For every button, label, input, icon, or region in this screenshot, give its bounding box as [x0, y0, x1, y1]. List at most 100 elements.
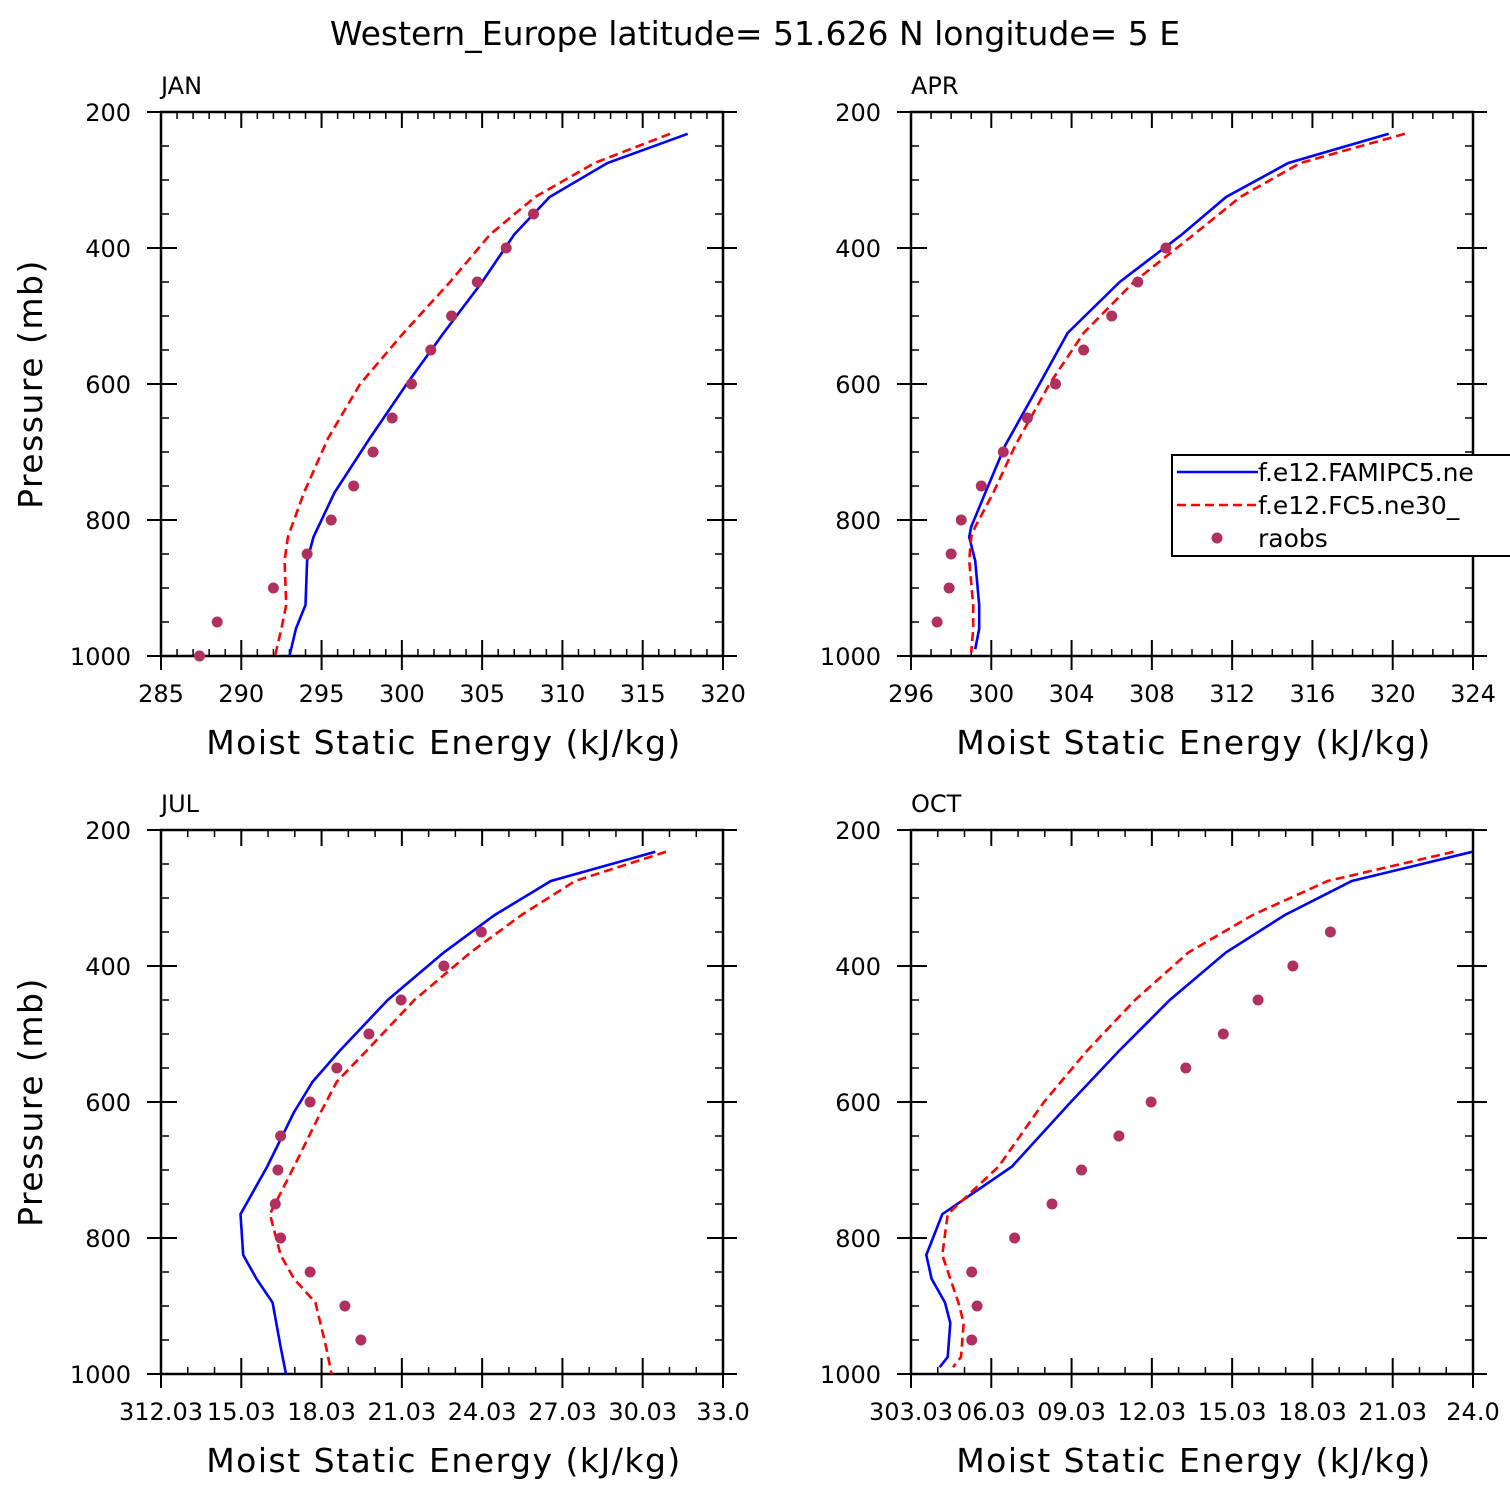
x-tick-label: 12.03 — [1117, 1398, 1186, 1426]
plot-frame — [909, 828, 1475, 1376]
raobs-point — [363, 1028, 375, 1040]
raobs-point — [304, 1096, 316, 1108]
raobs-point — [945, 548, 957, 560]
panel-label: APR — [911, 72, 959, 100]
x-axis-label: Moist Static Energy (kJ/kg) — [206, 723, 682, 762]
raobs-points — [269, 926, 487, 1346]
raobs-point — [966, 1334, 978, 1346]
raobs-point — [1078, 344, 1090, 356]
raobs-point — [1145, 1096, 1157, 1108]
x-axis-label: Moist Static Energy (kJ/kg) — [206, 1441, 682, 1480]
y-tick-label: 800 — [835, 1225, 881, 1253]
raobs-point — [325, 514, 337, 526]
raobs-point — [971, 1300, 983, 1312]
series-line-famipc5 — [967, 132, 1390, 650]
raobs-point — [528, 208, 539, 220]
raobs-point — [275, 1232, 287, 1244]
panel-jul: JUL 312.03 15.03 18.03 21.03 24.03 27.03 30.03 3… — [11, 790, 750, 1480]
raobs-point — [943, 582, 955, 594]
raobs-point — [1180, 1062, 1192, 1074]
x-tick-label: 09.03 — [1037, 1398, 1106, 1426]
raobs-point — [997, 446, 1009, 458]
raobs-point — [211, 616, 223, 628]
panel-label: OCT — [911, 790, 962, 818]
x-tick-label: 312.03 — [119, 1398, 203, 1426]
raobs-point — [267, 582, 279, 594]
series-line-fc5 — [268, 850, 667, 1375]
raobs-point — [1160, 242, 1172, 254]
x-tick-label: 320 — [1370, 680, 1416, 708]
x-tick-label: 316 — [1290, 680, 1336, 708]
x-tick-label: 304 — [1049, 680, 1095, 708]
x-tick-label: 33.0 — [696, 1398, 749, 1426]
x-tick-label: 18.03 — [1278, 1398, 1347, 1426]
x-tick-label: 21.03 — [1358, 1398, 1427, 1426]
raobs-points — [931, 242, 1172, 628]
x-tick-label: 06.03 — [957, 1398, 1026, 1426]
raobs-point — [395, 994, 407, 1006]
x-tick-label: 15.03 — [207, 1398, 276, 1426]
raobs-point — [348, 480, 360, 492]
y-tick-label: 200 — [835, 99, 881, 127]
legend-label: f.e12.FC5.ne30_ — [1258, 491, 1460, 520]
raobs-point — [194, 650, 205, 662]
x-tick-label: 312 — [1209, 680, 1255, 708]
raobs-point — [1046, 1198, 1058, 1210]
y-tick-label: 800 — [85, 1225, 131, 1253]
series-line-fc5 — [273, 132, 671, 657]
x-tick-label: 18.03 — [287, 1398, 356, 1426]
x-tick-label: 324 — [1450, 680, 1496, 708]
y-tick-label: 400 — [85, 235, 131, 263]
raobs-point — [386, 412, 398, 424]
y-tick-label: 600 — [85, 371, 131, 399]
raobs-point — [1132, 276, 1144, 288]
raobs-point — [955, 514, 967, 526]
y-tick-label: 1000 — [820, 643, 881, 671]
raobs-point — [1217, 1028, 1229, 1040]
y-tick-label: 600 — [85, 1089, 131, 1117]
x-tick-label: 315 — [620, 680, 666, 708]
tick-marks — [147, 111, 737, 670]
x-tick-label: 24.03 — [448, 1398, 517, 1426]
raobs-point — [1252, 994, 1264, 1006]
raobs-point — [1076, 1164, 1087, 1176]
panel-label: JUL — [159, 790, 200, 818]
legend-label: raobs — [1258, 524, 1328, 553]
raobs-point — [367, 446, 379, 458]
y-tick-label: 200 — [835, 817, 881, 845]
tick-marks — [147, 829, 737, 1388]
raobs-point — [1021, 412, 1033, 424]
y-tick-label: 800 — [85, 507, 131, 535]
series-line-fc5 — [967, 132, 1406, 653]
x-tick-label: 30.03 — [608, 1398, 677, 1426]
x-tick-label: 285 — [138, 680, 184, 708]
raobs-point — [438, 960, 450, 972]
raobs-point — [966, 1266, 978, 1278]
panel-apr: APR 296 300 304 308 312 316 320 324 200 400 600 800 1… — [820, 72, 1496, 762]
y-tick-label: 200 — [85, 817, 131, 845]
raobs-point — [272, 1164, 284, 1176]
x-tick-label: 308 — [1129, 680, 1175, 708]
raobs-point — [475, 926, 487, 938]
panel-label: JAN — [159, 72, 202, 100]
x-tick-label: 300 — [968, 680, 1014, 708]
y-tick-label: 600 — [835, 1089, 881, 1117]
y-axis-label: Pressure (mb) — [11, 259, 50, 509]
plot-frame — [909, 110, 1475, 658]
y-tick-label: 400 — [85, 953, 131, 981]
y-tick-label: 600 — [835, 371, 881, 399]
raobs-points — [194, 208, 539, 662]
x-axis-label: Moist Static Energy (kJ/kg) — [956, 1441, 1432, 1480]
y-tick-label: 400 — [835, 953, 881, 981]
raobs-point — [304, 1266, 316, 1278]
raobs-point — [355, 1334, 367, 1346]
x-tick-label: 21.03 — [367, 1398, 436, 1426]
raobs-point — [1324, 926, 1336, 938]
panel-oct: OCT 303.03 06.03 09.03 12.03 15.03 18.03 21.03 2… — [820, 790, 1500, 1480]
legend-label: f.e12.FAMIPC5.ne — [1258, 458, 1474, 487]
figure-title: Western_Europe latitude= 51.626 N longit… — [330, 14, 1180, 53]
y-tick-label: 800 — [835, 507, 881, 535]
legend: f.e12.FAMIPC5.ne f.e12.FC5.ne30_raobs — [1171, 454, 1510, 557]
y-tick-label: 400 — [835, 235, 881, 263]
raobs-point — [931, 616, 943, 628]
